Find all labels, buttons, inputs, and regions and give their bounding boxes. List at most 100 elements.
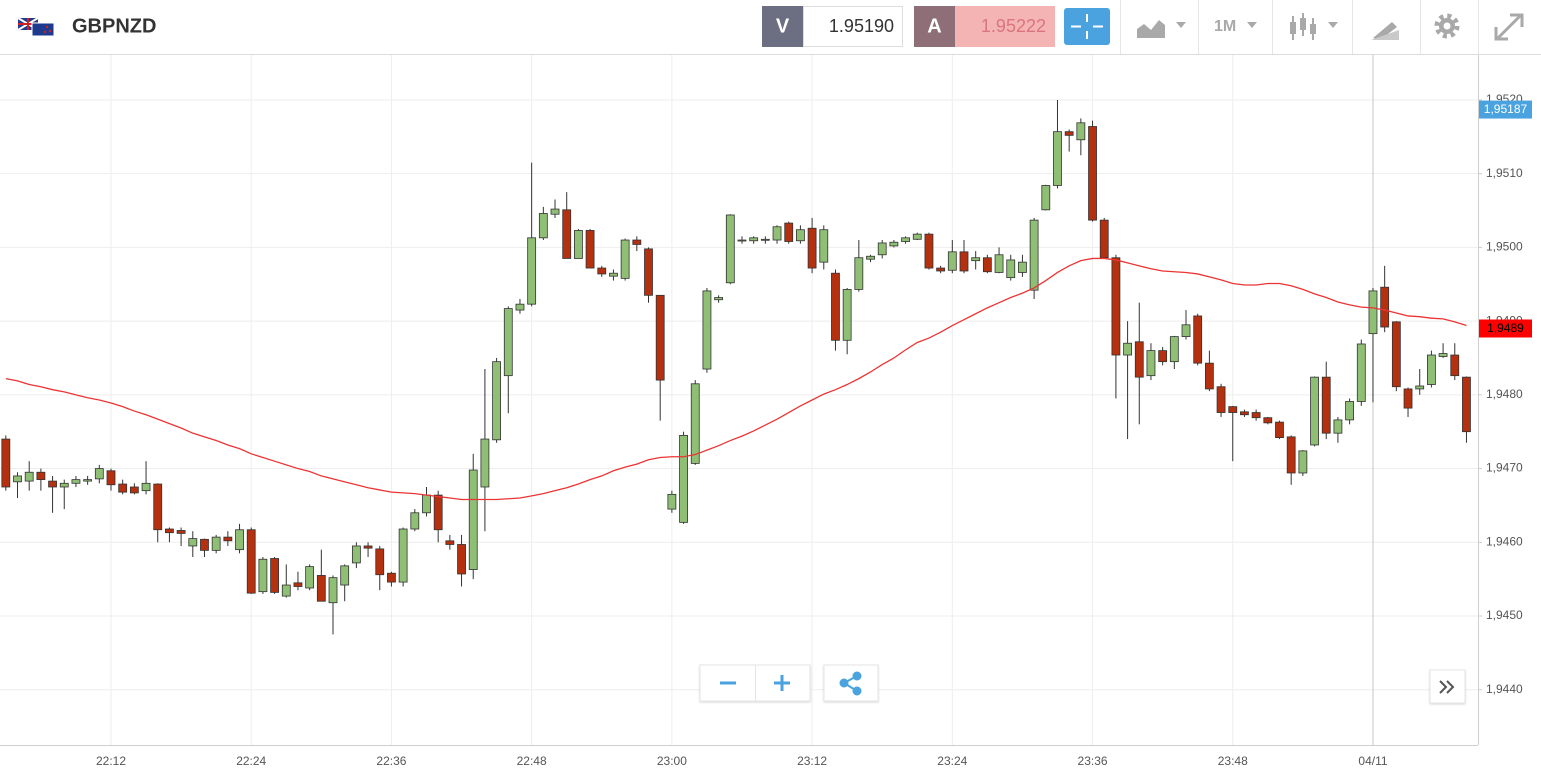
candle-body <box>1076 122 1086 141</box>
price-marker-label: 1,9489 <box>1487 321 1524 335</box>
candle-body <box>877 242 887 256</box>
crosshair-button[interactable] <box>1064 8 1110 45</box>
drawing-button[interactable] <box>1371 22 1399 40</box>
candle-body <box>1380 286 1390 328</box>
x-tick-label: 22:24 <box>236 754 266 768</box>
candle-body <box>410 512 420 530</box>
candle-body <box>340 565 350 586</box>
sell-price: 1.95190 <box>829 16 894 36</box>
candle-body <box>924 233 934 269</box>
candle-body <box>725 214 735 284</box>
candle-body <box>94 468 104 480</box>
candle-body <box>1321 376 1331 434</box>
candle-body <box>281 584 291 597</box>
candle-body <box>585 230 595 269</box>
x-tick-label: 23:24 <box>937 754 967 768</box>
candle-body <box>901 237 910 242</box>
candle-body <box>492 361 502 441</box>
chart-type-button[interactable] <box>1137 20 1186 38</box>
candle-body <box>819 229 829 263</box>
x-tick-label: 04/11 <box>1358 754 1387 768</box>
candle-body <box>36 471 46 481</box>
y-tick-label: 1,9460 <box>1486 534 1523 548</box>
candle-body <box>737 239 747 242</box>
candle-body <box>1053 131 1062 186</box>
candle-body <box>912 233 922 240</box>
y-tick-label: 1,9440 <box>1486 682 1523 696</box>
y-tick-label: 1,9470 <box>1486 461 1523 475</box>
candle-body <box>1 438 11 488</box>
price-marker <box>1479 100 1532 119</box>
candle-body <box>13 475 22 483</box>
candle-body <box>223 536 233 542</box>
sell-button[interactable] <box>762 6 803 47</box>
share-button[interactable] <box>823 664 879 702</box>
candle-body <box>398 528 408 583</box>
toolbar: GBPNZD V 1.95190 A 1.95222 1M <box>0 0 1541 55</box>
candle-body <box>784 222 794 242</box>
candle-body <box>982 257 992 273</box>
candle-body <box>1134 341 1144 378</box>
candle-body <box>994 254 1004 273</box>
candle-body <box>468 469 478 570</box>
settings-button[interactable] <box>1434 13 1460 39</box>
candle-body <box>48 480 57 488</box>
candle-body <box>831 272 840 341</box>
candle-body <box>632 239 642 245</box>
candle-body <box>480 438 490 488</box>
candle-body <box>422 494 431 514</box>
candle-body <box>749 237 759 242</box>
candle-body <box>1275 421 1284 438</box>
candle-body <box>200 538 209 551</box>
candle-body <box>1088 126 1097 221</box>
candle-body <box>153 483 163 531</box>
candle-body <box>445 540 455 545</box>
y-tick-label: 1,9510 <box>1486 166 1523 180</box>
candle-body <box>1193 315 1203 364</box>
candle-body <box>1204 362 1214 390</box>
candle-body <box>1216 386 1226 413</box>
candle-style-button[interactable] <box>1290 13 1338 40</box>
candle-body <box>667 493 677 510</box>
candle-body <box>176 530 186 534</box>
candle-body <box>889 241 899 247</box>
scroll-right-button[interactable] <box>1429 669 1466 704</box>
candle-body <box>1333 419 1343 434</box>
buy-price-box[interactable] <box>955 6 1055 47</box>
candle-body <box>1263 417 1273 424</box>
candle-body <box>1286 436 1296 474</box>
candle-body <box>1415 385 1425 390</box>
sell-price-box[interactable] <box>803 6 903 47</box>
candle-body <box>293 582 303 587</box>
candle-body <box>527 237 537 305</box>
candle-body <box>59 482 69 488</box>
candle-body <box>457 544 466 575</box>
candle-body <box>363 545 373 549</box>
candle-body <box>620 239 630 279</box>
candle-body <box>1356 343 1366 402</box>
candle-body <box>118 483 128 493</box>
candle-body <box>550 208 560 215</box>
candle-body <box>165 528 174 534</box>
candle-body <box>1041 185 1051 211</box>
candle-body <box>1099 219 1109 259</box>
toolbar-separators <box>1120 0 1479 54</box>
scroll-right-icon <box>1439 680 1455 694</box>
candle-body <box>562 209 572 259</box>
candle-body <box>328 577 338 604</box>
candle-body <box>1018 261 1027 273</box>
candle-body <box>83 479 93 482</box>
buy-button[interactable] <box>914 6 955 47</box>
candle-body <box>1111 257 1121 356</box>
fullscreen-button[interactable] <box>1494 13 1524 41</box>
candle-body <box>1123 342 1132 356</box>
candle-body <box>1029 219 1039 291</box>
crosshair-icon <box>1071 14 1103 39</box>
timeframe-button[interactable]: 1M <box>1214 18 1257 35</box>
candle-body <box>246 529 256 594</box>
share-icon <box>839 671 862 696</box>
candle-body <box>842 289 852 341</box>
flag-icon <box>17 17 55 37</box>
buy-label: A <box>927 15 941 37</box>
candle-body <box>1251 412 1261 419</box>
